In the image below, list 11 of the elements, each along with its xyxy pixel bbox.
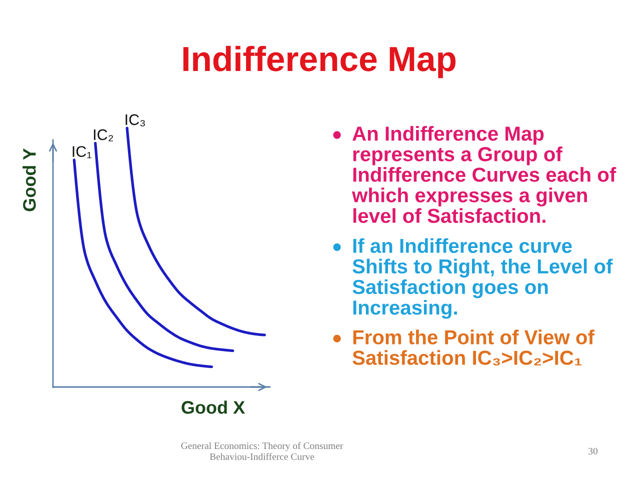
text: From the Point of View of Satisfaction IC₃>IC₂>IC₁ — [352, 330, 594, 366]
text: 30 — [588, 448, 598, 454]
series-label: IC₂ — [94, 129, 113, 142]
text: If an Indifference curve Shifts to Right, the Level of Satisfaction goes on Increasing. — [352, 238, 613, 319]
series-label: IC₁ — [72, 146, 92, 158]
series-label: IC₃ — [126, 114, 145, 126]
text: General Economics: Theory of Consumer Behaviou-Indifferce Curve — [181, 442, 344, 460]
text: An Indifference Map represents a Group of Indifference Curves each of which expresses a given level of Satisfaction. — [352, 126, 616, 223]
y-axis-title: Good Y — [22, 148, 36, 212]
chart-title: Indifference Map — [183, 46, 456, 78]
x-axis-title: Good X — [182, 400, 245, 414]
